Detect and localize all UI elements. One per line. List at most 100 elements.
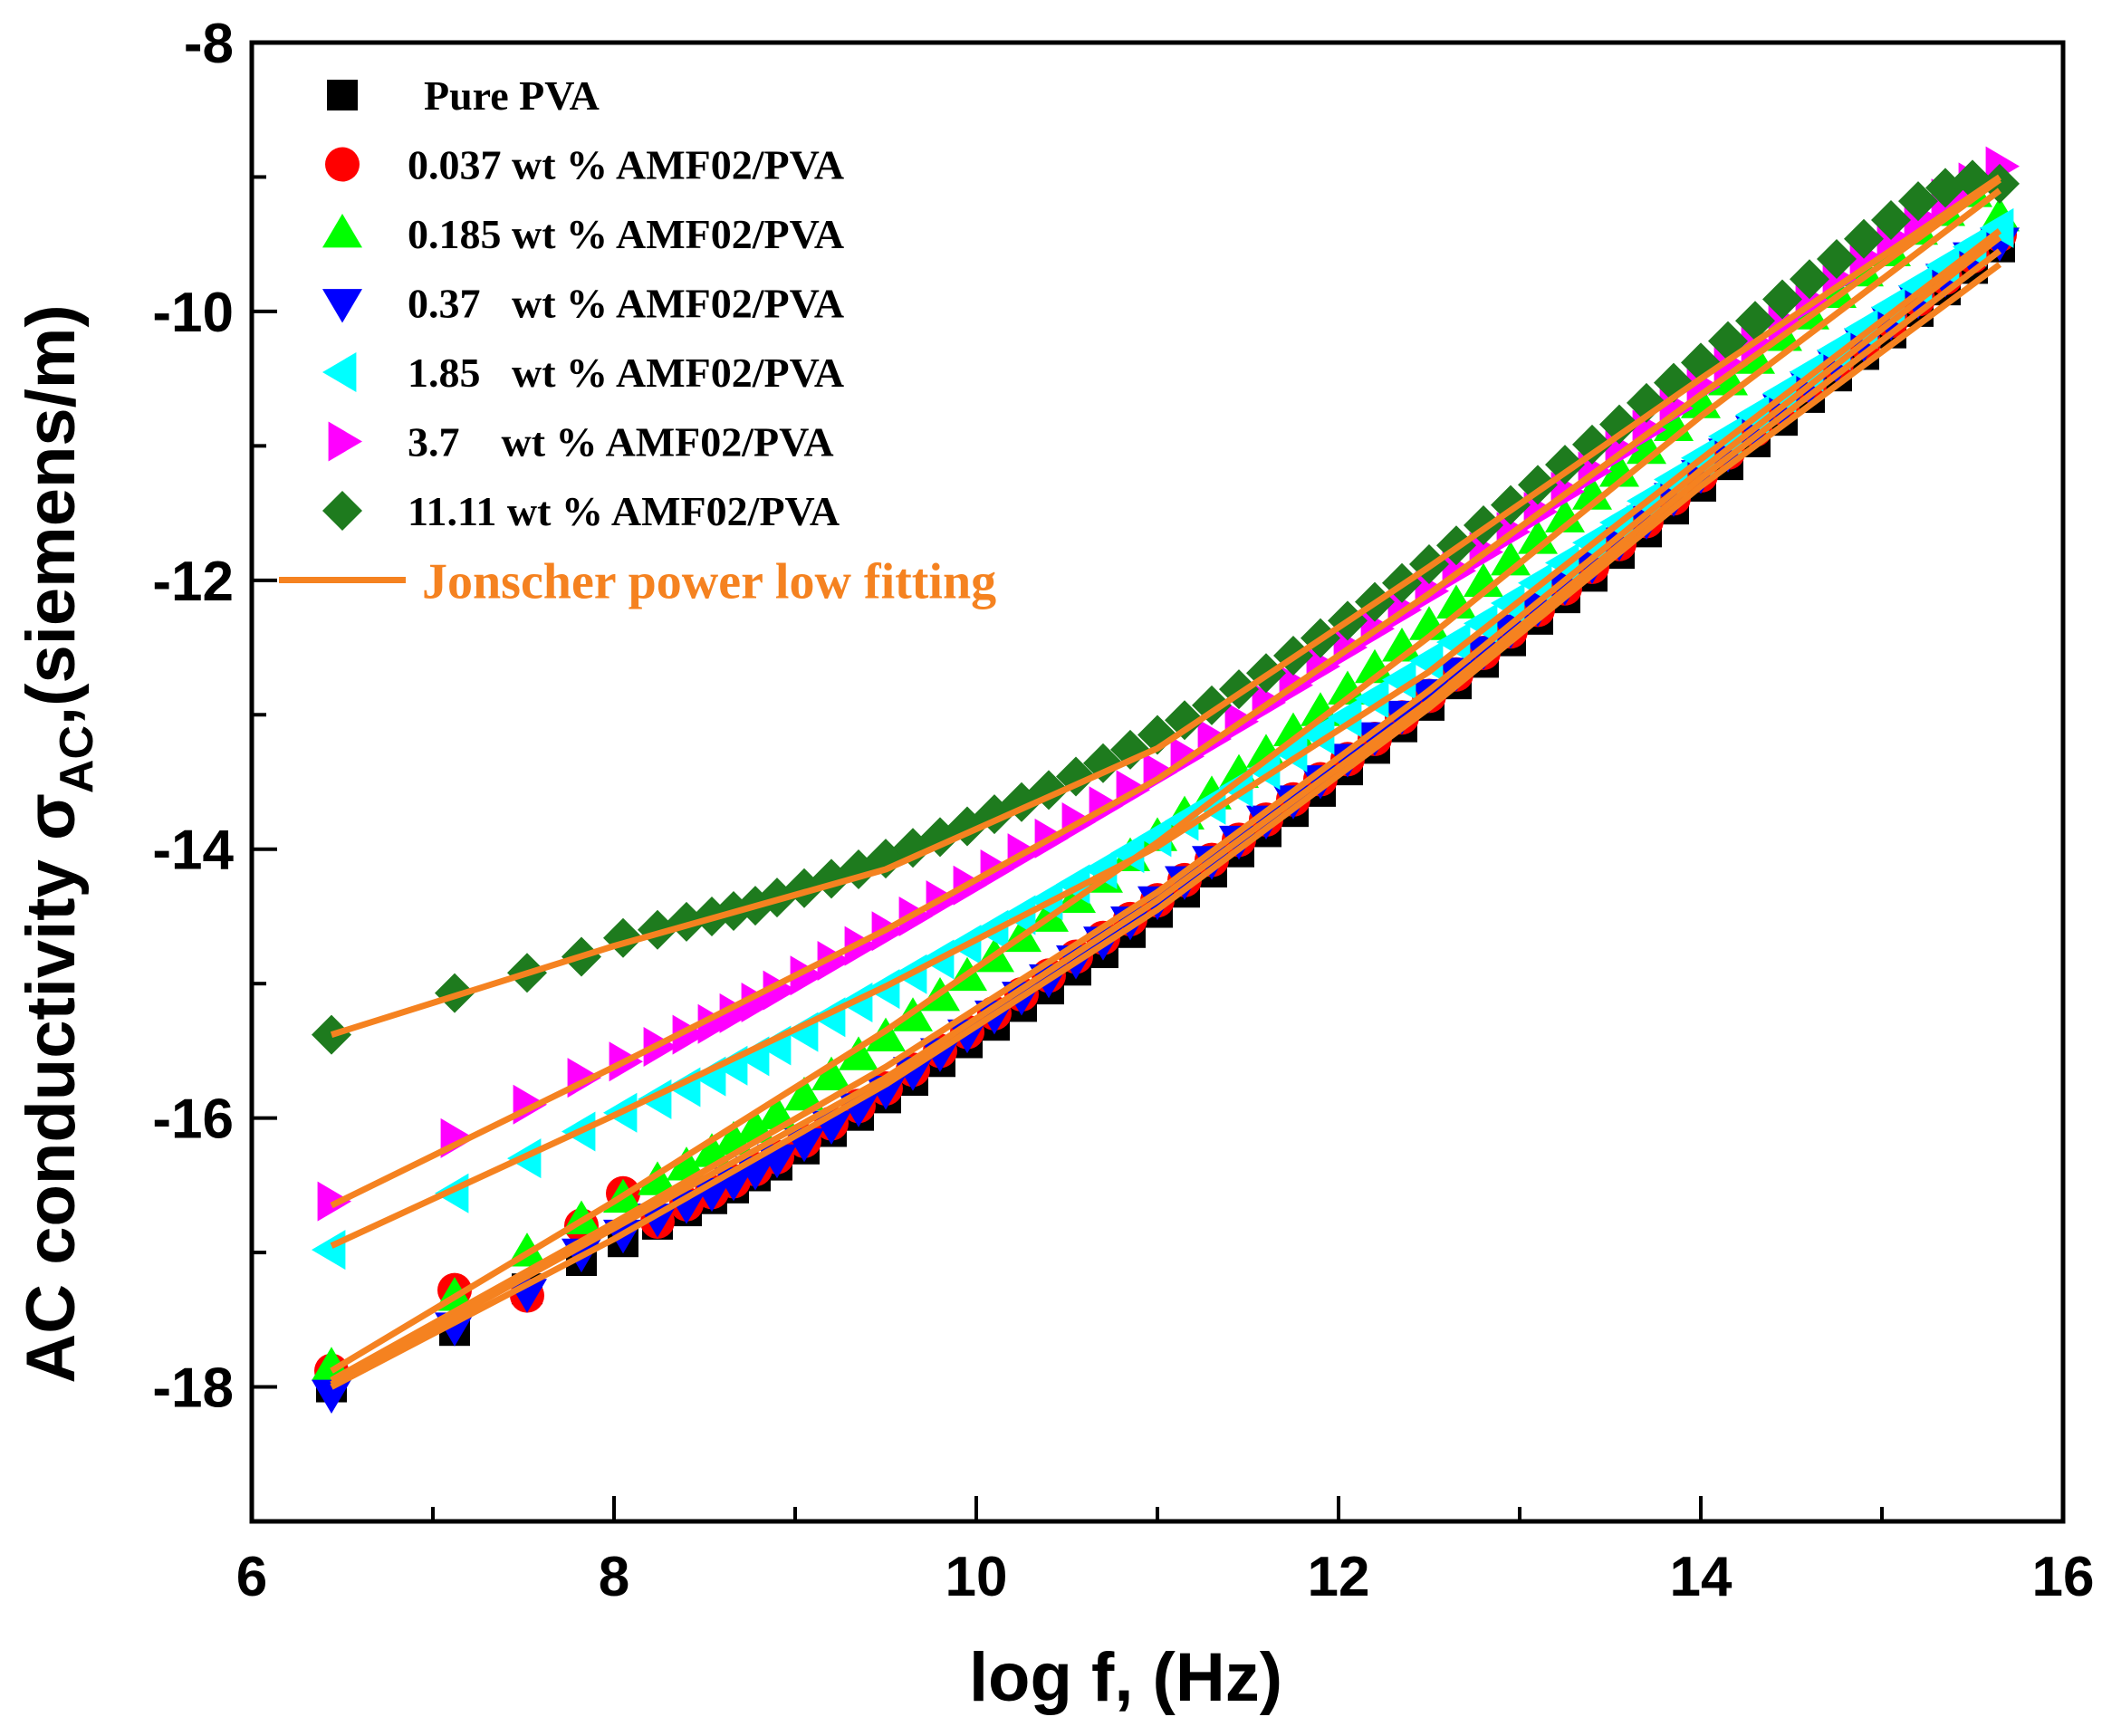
data-point bbox=[1980, 207, 2014, 248]
data-point bbox=[811, 1056, 851, 1091]
data-point bbox=[1518, 562, 1552, 603]
y-tick-label: -12 bbox=[152, 551, 234, 613]
data-point bbox=[1110, 729, 1150, 770]
data-point bbox=[1518, 520, 1558, 554]
y-tick-label: -18 bbox=[152, 1357, 234, 1420]
y-axis: -8 -10 -12 -14 -16 -18 bbox=[152, 13, 277, 1523]
y-tick-label: -16 bbox=[152, 1089, 234, 1151]
data-point bbox=[817, 940, 851, 981]
x-tick-label: 16 bbox=[2032, 1546, 2095, 1608]
data-point bbox=[1083, 743, 1123, 783]
data-point bbox=[1980, 163, 2020, 204]
legend-label: Pure PVA bbox=[424, 72, 600, 119]
data-point bbox=[839, 1036, 878, 1070]
data-point bbox=[1898, 181, 1938, 222]
legend-marker bbox=[322, 289, 362, 323]
fit-line bbox=[330, 248, 2002, 1387]
y-axis-title-main: AC conductivity σ bbox=[13, 793, 90, 1384]
data-point bbox=[1491, 583, 1525, 624]
data-point bbox=[1545, 498, 1585, 532]
legend-marker bbox=[325, 147, 360, 182]
legend-item: 0.037 wt % AMF02/PVA bbox=[325, 142, 844, 188]
data-point bbox=[1165, 700, 1205, 741]
legend-label: 0.185 wt % AMF02/PVA bbox=[408, 211, 844, 257]
legend-item-fit: Jonscher power low fitting bbox=[279, 554, 996, 610]
data-point bbox=[1273, 732, 1308, 772]
data-point bbox=[1545, 445, 1585, 485]
legend-label: 0.37 wt % AMF02/PVA bbox=[408, 281, 844, 327]
legend-item: 0.37 wt % AMF02/PVA bbox=[322, 281, 844, 327]
x-tick-label: 14 bbox=[1670, 1546, 1732, 1608]
data-point bbox=[790, 955, 824, 996]
legend-item: Pure PVA bbox=[327, 72, 600, 119]
y-axis-title: AC conductivity σAC,(siemens/m) bbox=[13, 304, 103, 1383]
fit-line bbox=[330, 235, 2002, 1384]
data-point bbox=[1355, 678, 1389, 719]
data-point bbox=[667, 901, 706, 942]
data-point bbox=[638, 1161, 677, 1195]
data-point bbox=[1491, 542, 1531, 576]
legend: Pure PVA 0.037 wt % AMF02/PVA 0.185 wt % A… bbox=[279, 72, 996, 610]
data-point bbox=[1382, 659, 1416, 700]
legend-item: 11.11 wt % AMF02/PVA bbox=[322, 488, 840, 534]
legend-item: 1.85 wt % AMF02/PVA bbox=[322, 350, 844, 396]
legend-label: 0.037 wt % AMF02/PVA bbox=[408, 142, 844, 188]
legend-fit-label: Jonscher power low fitting bbox=[422, 554, 996, 610]
data-point bbox=[763, 970, 797, 1011]
data-point bbox=[844, 926, 878, 966]
data-point bbox=[672, 1014, 706, 1055]
legend-item: 3.7 wt % AMF02/PVA bbox=[328, 419, 834, 465]
legend-marker bbox=[328, 421, 362, 462]
legend-marker bbox=[322, 214, 362, 248]
data-point bbox=[1436, 622, 1471, 663]
x-tick-label: 10 bbox=[945, 1546, 1008, 1608]
data-point bbox=[1355, 648, 1395, 684]
fit-line bbox=[330, 174, 2001, 1038]
fit-line bbox=[330, 177, 2002, 1209]
data-point bbox=[1328, 670, 1368, 705]
x-tick-label: 6 bbox=[236, 1546, 267, 1608]
y-axis-title-subscript: AC bbox=[51, 725, 103, 793]
data-point bbox=[312, 1379, 351, 1414]
legend-label: 1.85 wt % AMF02/PVA bbox=[408, 350, 844, 396]
data-point bbox=[1301, 715, 1335, 755]
y-tick-label: -8 bbox=[184, 13, 234, 75]
data-point bbox=[1409, 679, 1449, 714]
data-point bbox=[1790, 259, 1829, 300]
legend-item: 0.185 wt % AMF02/PVA bbox=[322, 211, 844, 257]
fit-line bbox=[330, 262, 2002, 1390]
data-point bbox=[1817, 239, 1857, 280]
data-point bbox=[1110, 833, 1145, 874]
y-axis-title-unit: ,(siemens/m) bbox=[13, 304, 90, 725]
fit-lines-overlay bbox=[330, 174, 2002, 1390]
data-point bbox=[1871, 199, 1911, 240]
data-point bbox=[312, 1230, 346, 1271]
data-point bbox=[1735, 301, 1775, 341]
data-point bbox=[719, 993, 753, 1033]
legend-marker bbox=[322, 352, 357, 392]
data-point bbox=[1464, 603, 1498, 644]
data-point bbox=[1572, 475, 1612, 510]
x-tick-label: 12 bbox=[1308, 1546, 1370, 1608]
data-point bbox=[1762, 279, 1802, 320]
legend-marker bbox=[322, 491, 362, 531]
data-point bbox=[784, 1076, 824, 1111]
x-axis: 6 8 10 12 14 16 bbox=[236, 1496, 2095, 1608]
data-point bbox=[667, 1190, 706, 1224]
data-point bbox=[697, 1003, 732, 1044]
data-point bbox=[866, 1017, 906, 1051]
y-tick-label: -10 bbox=[152, 282, 234, 344]
y-tick-label: -14 bbox=[152, 820, 234, 882]
data-point bbox=[1436, 657, 1476, 692]
fit-line bbox=[330, 228, 2002, 1249]
data-point bbox=[1844, 218, 1884, 259]
data-point bbox=[741, 982, 775, 1022]
x-axis-title: log f, (Hz) bbox=[969, 1639, 1282, 1716]
data-point bbox=[1328, 697, 1362, 738]
data-point bbox=[1572, 424, 1612, 465]
legend-label: 3.7 wt % AMF02/PVA bbox=[408, 419, 834, 465]
data-point bbox=[667, 1146, 706, 1181]
fit-line bbox=[330, 187, 2002, 1374]
legend-label: 11.11 wt % AMF02/PVA bbox=[408, 488, 840, 534]
